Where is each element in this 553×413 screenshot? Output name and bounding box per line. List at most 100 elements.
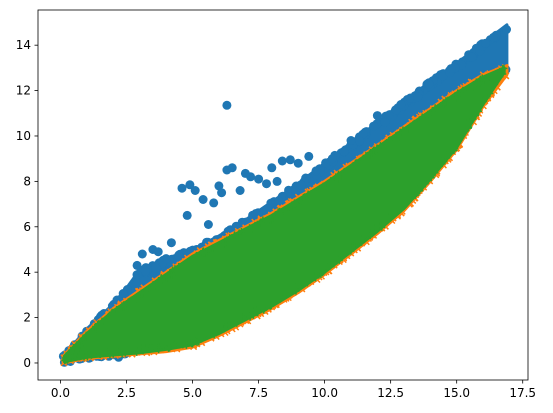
series-2-point (261, 305, 269, 313)
series-2-point (230, 319, 238, 327)
series-2-point (113, 347, 121, 355)
series-2-point (417, 182, 425, 190)
series-2-point (76, 342, 84, 350)
series-2-point (495, 69, 503, 77)
series-0-outlier-point (198, 195, 208, 204)
series-2-point (249, 226, 257, 234)
series-2-point (158, 276, 166, 284)
series-2-point (480, 98, 488, 106)
series-2-point (202, 249, 210, 257)
series-2-point (175, 262, 183, 270)
series-0-point (140, 266, 150, 276)
series-2-point (107, 346, 115, 354)
series-2-point (472, 111, 480, 119)
series-0-point (151, 263, 161, 273)
x-tick-label: 5.0 (183, 386, 202, 400)
series-2-point (394, 131, 402, 139)
series-2-point (168, 271, 176, 279)
series-2-point (312, 272, 320, 280)
series-2-point (67, 347, 75, 355)
series-2-point (409, 192, 417, 200)
series-2-point (486, 74, 494, 82)
series-0-outlier-point (153, 247, 163, 257)
series-2-point (130, 344, 138, 352)
series-2-point (389, 209, 397, 217)
series-0-outlier-point (304, 151, 314, 161)
series-0-outlier-point (190, 186, 200, 195)
series-2-point (150, 283, 158, 291)
series-2-point (257, 219, 265, 227)
series-2-point (169, 342, 177, 350)
series-2-point (457, 91, 465, 99)
series-2-point (107, 310, 115, 318)
series-2-point (351, 242, 359, 250)
series-2-point (356, 158, 364, 166)
series-2-point (431, 169, 439, 177)
series-2-point (180, 263, 188, 271)
x-axis: 0.0 2.5 5.0 7.5 10.0 12.5 15.0 17.5 (51, 380, 536, 400)
series-0-outlier-point (254, 174, 264, 184)
series-0-point (467, 52, 477, 62)
series-2-point (352, 159, 360, 167)
series-2-point (490, 81, 498, 89)
series-2-point (219, 241, 227, 249)
series-2-point (106, 351, 114, 359)
series-2-point (220, 325, 228, 333)
series-2-point (482, 76, 490, 84)
x-tick-label: 10.0 (311, 386, 338, 400)
y-tick-label: 0 (23, 356, 31, 370)
series-2-point (327, 177, 335, 185)
series-2-point (474, 80, 482, 88)
y-tick-label: 2 (23, 311, 31, 325)
series-2-point (133, 348, 141, 356)
series-0-outlier-point (277, 156, 287, 166)
series-2-point (296, 283, 304, 291)
series-2-point (100, 349, 108, 357)
series-2-point (326, 262, 334, 270)
series-2-point (96, 350, 104, 358)
series-2-point (347, 247, 355, 255)
series-2-point (299, 194, 307, 202)
plot-area (58, 23, 511, 367)
series-0-point (296, 180, 306, 190)
series-2-point (482, 94, 490, 102)
series-0-outlier-point (185, 180, 195, 190)
series-2-point (458, 87, 466, 95)
series-2-point (72, 341, 80, 349)
series-2-point (465, 119, 473, 127)
series-0-outlier-point (240, 168, 250, 178)
y-axis: 0 2 4 6 8 10 12 14 (16, 38, 38, 370)
series-0-outlier-point (346, 136, 356, 145)
series-0-point (262, 204, 272, 214)
series-0-outlier-point (166, 238, 176, 248)
series-2-point (369, 229, 377, 237)
series-2-point (88, 328, 96, 336)
series-0-point (481, 38, 490, 48)
series-2-point (288, 201, 296, 209)
series-2-point (229, 237, 237, 245)
series-0-point (327, 154, 337, 164)
series-2-point (266, 216, 274, 224)
series-2-point (319, 269, 327, 277)
series-2-point (199, 333, 207, 341)
series-2-point (486, 90, 494, 98)
y-tick-label: 6 (23, 220, 31, 234)
series-2-point (400, 130, 408, 138)
series-2-point (311, 188, 319, 196)
y-tick-label: 4 (23, 265, 31, 279)
series-2-point (171, 265, 179, 273)
series-2-point (250, 225, 258, 233)
series-2-point (381, 140, 389, 148)
series-2-point (129, 299, 137, 307)
series-2-point (335, 256, 343, 264)
series-2-point (459, 128, 467, 136)
series-2-point (99, 318, 107, 326)
series-2-point (392, 136, 400, 144)
series-0-point (438, 71, 448, 81)
series-2-point (303, 194, 311, 202)
series-2-point (192, 252, 200, 260)
y-tick-label: 14 (16, 38, 31, 52)
series-2-point (378, 221, 386, 229)
series-2-point (289, 202, 297, 210)
series-2-point (207, 328, 215, 336)
